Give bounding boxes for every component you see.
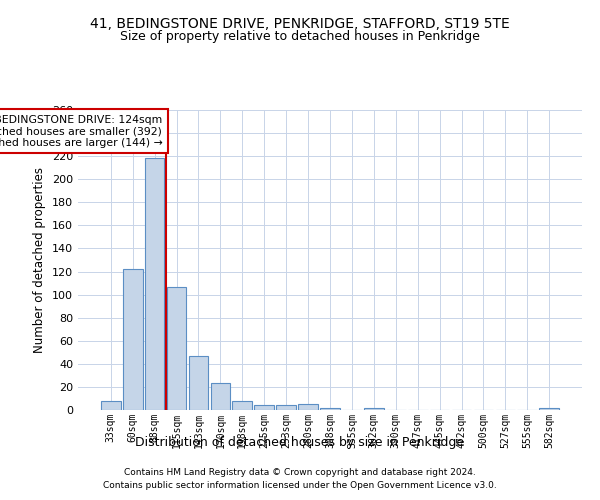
Text: Distribution of detached houses by size in Penkridge: Distribution of detached houses by size … [136, 436, 464, 449]
Bar [364, 408, 384, 410]
Bar [298, 404, 318, 410]
Text: Contains HM Land Registry data © Crown copyright and database right 2024.: Contains HM Land Registry data © Crown c… [124, 468, 476, 477]
Text: 41 BEDINGSTONE DRIVE: 124sqm
← 73% of detached houses are smaller (392)
27% of s: 41 BEDINGSTONE DRIVE: 124sqm ← 73% of de… [0, 114, 162, 148]
Text: Size of property relative to detached houses in Penkridge: Size of property relative to detached ho… [120, 30, 480, 43]
Bar [320, 408, 340, 410]
Bar [145, 158, 164, 410]
Bar [539, 408, 559, 410]
Bar [232, 401, 252, 410]
Bar [254, 406, 274, 410]
Bar [101, 401, 121, 410]
Bar [167, 286, 187, 410]
Text: Contains public sector information licensed under the Open Government Licence v3: Contains public sector information licen… [103, 480, 497, 490]
Bar [123, 269, 143, 410]
Bar [276, 406, 296, 410]
Bar [188, 356, 208, 410]
Bar [211, 384, 230, 410]
Y-axis label: Number of detached properties: Number of detached properties [34, 167, 46, 353]
Text: 41, BEDINGSTONE DRIVE, PENKRIDGE, STAFFORD, ST19 5TE: 41, BEDINGSTONE DRIVE, PENKRIDGE, STAFFO… [90, 18, 510, 32]
